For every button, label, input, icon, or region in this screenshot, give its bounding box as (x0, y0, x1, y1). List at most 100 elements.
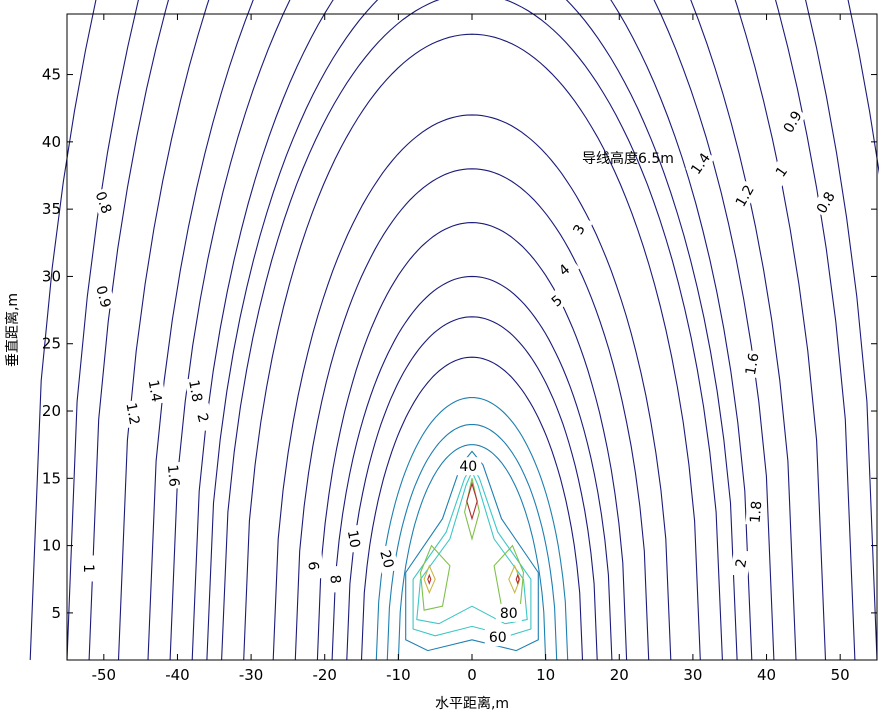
contour-label-bg (184, 376, 207, 406)
contour-line (294, 168, 650, 661)
contour-lines (29, 0, 879, 661)
contour-line-inner (464, 478, 480, 541)
y-tick-label: 15 (42, 469, 61, 487)
contour-line-inner (466, 481, 478, 521)
contour-label-bg (303, 552, 324, 580)
y-tick-label: 45 (42, 66, 61, 84)
contour-label: 20 (376, 549, 396, 570)
contour-label-bg (484, 628, 511, 647)
contour-line (397, 444, 547, 661)
contour-label-bg (343, 524, 366, 554)
x-tick-label: 30 (683, 666, 702, 684)
x-tick-label: 10 (536, 666, 555, 684)
y-tick-label: 10 (42, 537, 61, 555)
contour-label-bg (163, 461, 184, 490)
y-axis-label: 垂直距离,m (4, 293, 21, 367)
contour-label: 1.4 (688, 150, 714, 177)
contour-label: 1.8 (748, 500, 766, 524)
plot-frame (66, 13, 878, 661)
y-tick-label: 25 (42, 335, 61, 353)
contour-label: 0.8 (92, 190, 115, 216)
x-tick-label: -30 (239, 666, 264, 684)
contour-label-bg (811, 186, 840, 219)
contour-line (375, 397, 569, 661)
contour-line (346, 316, 598, 661)
contour-line (66, 0, 878, 661)
contour-line (272, 114, 672, 661)
contour-label: 1.6 (164, 464, 182, 488)
x-tick-label: 20 (610, 666, 629, 684)
contour-line (206, 0, 738, 661)
contour-label-bg (191, 402, 216, 433)
contour-label: 8 (326, 574, 343, 584)
contour-label-bg (80, 555, 99, 582)
contour-line-inner (427, 573, 432, 585)
y-tick-label: 35 (42, 200, 61, 218)
contour-line (316, 222, 628, 661)
contour-label-bg (685, 147, 716, 180)
x-tick-label: 0 (467, 666, 477, 684)
contour-label: 2 (733, 557, 750, 569)
contour-label-bg (548, 254, 580, 285)
x-tick-label: -10 (386, 666, 411, 684)
contour-label: 1.4 (145, 379, 165, 404)
contour-label-bg (375, 544, 400, 574)
contour-label: 1.8 (185, 379, 205, 404)
contour-line (169, 0, 775, 661)
conductor-height-annotation: 导线高度6.5m (582, 150, 674, 167)
contour-line (221, 0, 723, 661)
contour-line (243, 33, 701, 661)
contour-line-inner (419, 544, 451, 611)
contour-line (29, 0, 879, 661)
contour-label: 6 (304, 561, 321, 571)
y-tick-label: 40 (42, 133, 61, 151)
contour-label-bg (455, 457, 482, 476)
contour-label-bg (91, 281, 116, 312)
contour-label-bg (495, 603, 522, 622)
contour-label-bg (540, 285, 573, 316)
x-axis-ticks: -50 -40 -30 -20 -10 0 10 20 30 40 50 (92, 14, 850, 684)
contour-line-inner (423, 564, 436, 595)
y-tick-label: 5 (51, 604, 61, 622)
y-tick-label: 30 (42, 267, 61, 285)
contour-line (191, 0, 753, 661)
x-axis-label: 水平距离,m (435, 695, 509, 712)
contour-label: 80 (500, 606, 518, 622)
contour-label-bg (564, 213, 594, 246)
contour-label-bg (729, 548, 752, 578)
contour-line-inner (405, 450, 539, 652)
contour-label-bg (740, 349, 763, 379)
contour-label: 1 (80, 564, 96, 573)
x-tick-label: -40 (165, 666, 190, 684)
contour-line-inner (515, 573, 520, 585)
contour-line (117, 0, 827, 661)
y-axis-ticks: 5 10 15 20 25 30 35 40 45 (42, 66, 877, 622)
contour-label: 2 (193, 412, 211, 425)
contour-line (360, 356, 584, 661)
contour-line-inner (508, 564, 521, 595)
contour-label-bg (778, 105, 807, 138)
contour-label: 60 (489, 630, 507, 646)
contour-label-bg (122, 399, 145, 429)
contour-line-inner (412, 463, 532, 637)
x-tick-label: 50 (831, 666, 850, 684)
contour-label-bg (325, 565, 346, 593)
contour-label: 0.9 (92, 284, 113, 310)
y-tick-label: 20 (42, 402, 61, 420)
contour-label: 10 (344, 529, 363, 549)
x-tick-label: -50 (92, 666, 117, 684)
x-tick-label: -20 (312, 666, 337, 684)
contour-label-bg (730, 179, 759, 212)
contour-label: 1.6 (743, 352, 763, 377)
contour-label-bg (90, 187, 117, 218)
contour-line (147, 0, 797, 661)
contour-label-bg (766, 155, 797, 188)
x-tick-label: 40 (757, 666, 776, 684)
contour-line-inner (416, 470, 528, 625)
contour-line (331, 275, 613, 661)
contour-label-bg (745, 498, 766, 526)
contour-label: 1.2 (122, 402, 142, 427)
contour-line (386, 423, 558, 661)
contour-label: 40 (459, 459, 477, 475)
